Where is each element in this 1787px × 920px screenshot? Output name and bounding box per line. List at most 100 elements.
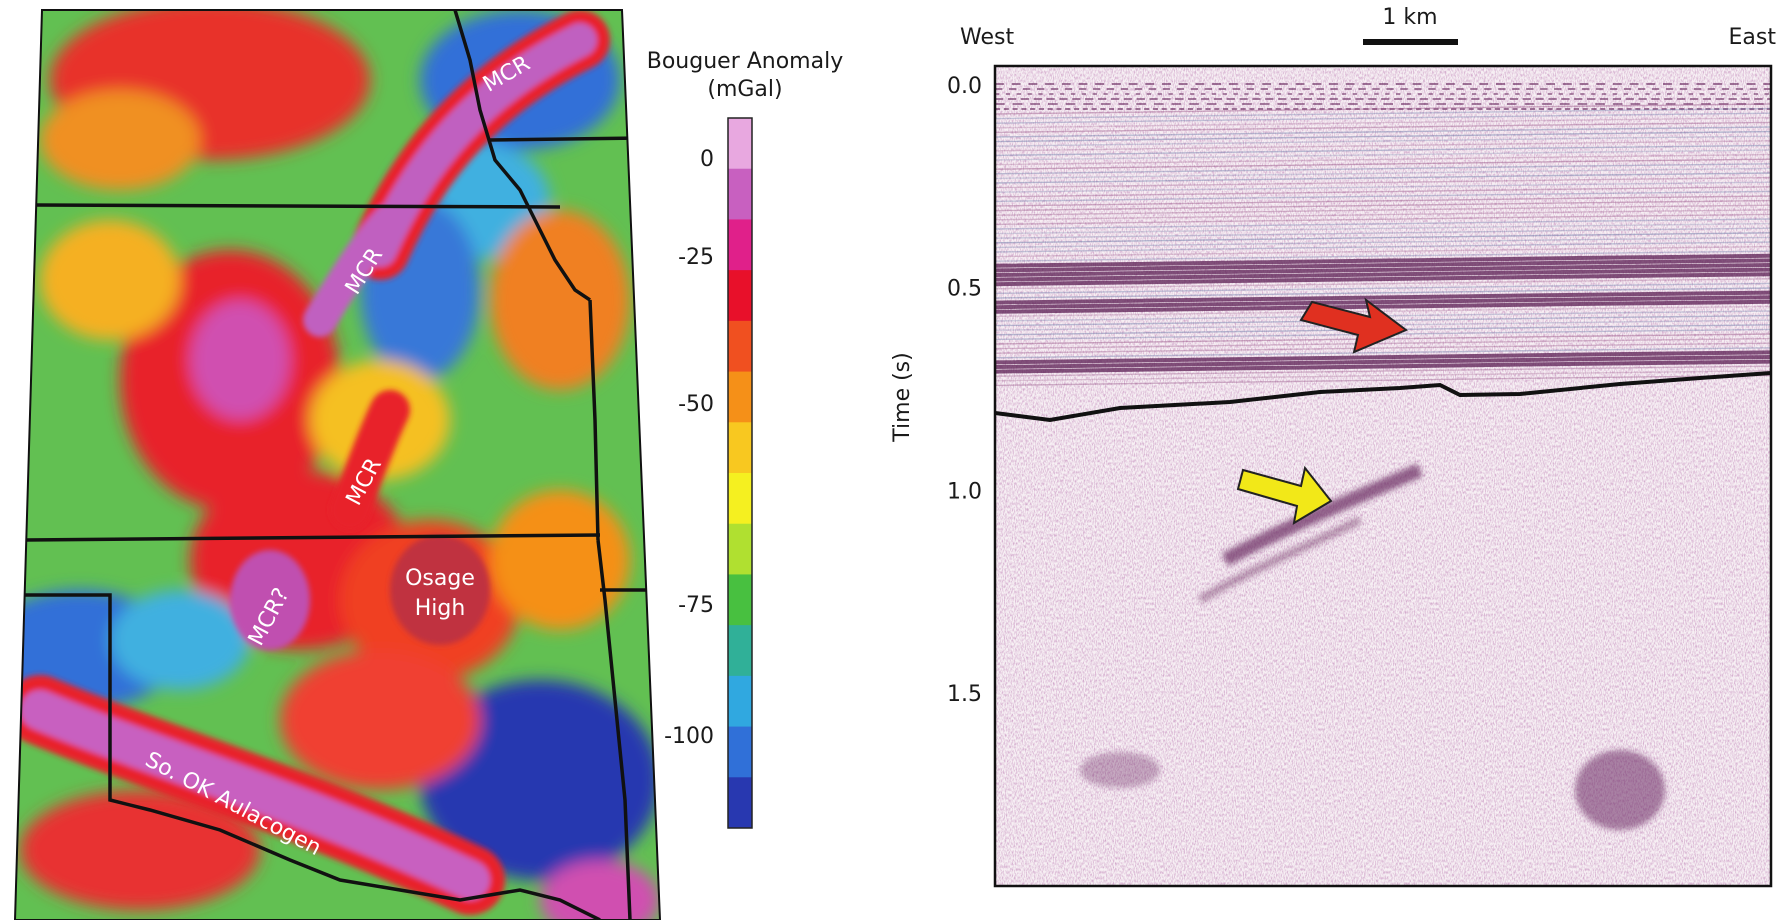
reflector-line	[995, 227, 1771, 239]
yaxis-tick-label: 0.5	[947, 277, 982, 302]
label-osage-line1: Osage	[405, 566, 475, 591]
colorbar-swatch	[728, 270, 752, 322]
reflector-line	[995, 287, 1771, 299]
map-frame	[13, 9, 662, 920]
reflector-line	[995, 272, 1771, 287]
yaxis-tick-label: 0.0	[947, 74, 982, 99]
reflector-line	[995, 149, 1771, 161]
dipping-reflection-zone	[1080, 463, 1665, 830]
reflector-line	[995, 305, 1771, 318]
label-osage-line2: High	[415, 596, 466, 621]
reflector-line	[995, 199, 1771, 212]
colorbar-tick-label: -75	[678, 593, 714, 618]
reflector-line	[995, 181, 1771, 193]
yaxis-label: Time (s)	[890, 352, 915, 442]
colorbar-swatch	[728, 320, 752, 373]
reflector-line	[995, 355, 1771, 369]
yellow-arrow	[1236, 465, 1333, 525]
reflector-line	[995, 241, 1771, 253]
colorbar-swatch	[728, 675, 752, 728]
reflector-line	[995, 209, 1771, 221]
reflector-line	[995, 278, 1771, 290]
colorbar-tick-label: -100	[664, 724, 714, 749]
reflector-line	[995, 163, 1771, 175]
reflector-line	[995, 258, 1771, 273]
reflector-line	[995, 245, 1771, 258]
reflector-line	[995, 218, 1771, 230]
colorbar-swatch	[728, 473, 752, 525]
colorbar: Bouguer Anomaly (mGal) 0 -25 -50 -75 -100	[647, 49, 843, 829]
colorbar-tick-label: -50	[678, 392, 714, 417]
colorbar-swatch	[728, 219, 752, 271]
seismic-section: West East 1 km Time (s) 0.0 0.5 1.0 1.5	[890, 5, 1777, 888]
seismic-reflectors	[995, 83, 1771, 387]
reflector-line	[995, 263, 1771, 277]
reflector-line	[995, 282, 1771, 295]
reflector-line	[995, 253, 1771, 268]
reflector-line	[995, 232, 1771, 244]
colorbar-title-line1: Bouguer Anomaly	[647, 49, 843, 74]
colorbar-title-line2: (mGal)	[707, 77, 782, 102]
reflector-line	[995, 299, 1771, 314]
reflector-line	[995, 140, 1771, 152]
state-boundaries	[20, 10, 660, 920]
east-label: East	[1729, 25, 1777, 50]
colorbar-swatch	[728, 625, 752, 677]
bouguer-gravity-map: MCR MCR MCR MCR? Osage High So. OK Aulac…	[15, 10, 660, 920]
west-label: West	[960, 25, 1014, 50]
unconformity-horizon	[994, 371, 1772, 423]
colorbar-swatch	[728, 726, 752, 778]
reflector-line	[995, 103, 1771, 115]
colorbar-swatch	[728, 777, 752, 829]
reflector-line	[995, 213, 1771, 226]
red-arrow	[1299, 297, 1408, 354]
reflector-line	[995, 222, 1771, 235]
reflector-line	[995, 107, 1771, 120]
reflector-line	[995, 370, 1771, 382]
reflector-line	[995, 347, 1771, 359]
reflector-line	[995, 374, 1771, 387]
reflector-line	[995, 153, 1771, 166]
reflector-line	[995, 195, 1771, 207]
map-anomaly-blobs	[15, 10, 660, 920]
yaxis-tick-label: 1.5	[947, 682, 982, 707]
reflector-line	[995, 130, 1771, 143]
reflector-line	[995, 144, 1771, 157]
reflector-line	[995, 236, 1771, 249]
reflector-line	[995, 176, 1771, 189]
reflector-line	[995, 290, 1771, 305]
reflector-line	[995, 158, 1771, 170]
scale-label: 1 km	[1382, 5, 1437, 30]
reflector-line	[995, 250, 1771, 262]
reflector-line	[995, 135, 1771, 147]
reflector-line	[995, 204, 1771, 216]
colorbar-swatch	[728, 574, 752, 626]
reflector-line	[995, 350, 1771, 365]
colorbar-swatch	[728, 422, 752, 474]
yaxis-tick-label: 1.0	[947, 479, 982, 504]
colorbar-swatch	[728, 523, 752, 575]
colorbar-tick-label: -25	[678, 245, 714, 270]
reflector-line	[995, 117, 1771, 129]
colorbar-tick-label: 0	[700, 147, 714, 172]
colorbar-frame	[727, 117, 753, 829]
reflector-line	[995, 186, 1771, 198]
reflector-line	[995, 267, 1771, 282]
colorbar-swatch	[728, 371, 752, 423]
reflector-line	[995, 295, 1771, 310]
reflector-line	[995, 112, 1771, 124]
reflector-line	[995, 172, 1771, 184]
colorbar-swatches	[728, 118, 752, 829]
seismic-frame	[993, 64, 1773, 888]
reflector-line	[995, 365, 1771, 377]
seismic-image	[995, 66, 1771, 886]
reflector-line	[995, 126, 1771, 138]
reflector-line	[995, 121, 1771, 134]
reflector-line	[995, 167, 1771, 180]
colorbar-swatch	[728, 168, 752, 220]
map-ridges	[15, 10, 610, 915]
colorbar-ticks: 0 -25 -50 -75 -100	[664, 147, 714, 749]
reflector-line	[995, 190, 1771, 203]
reflector-line	[995, 359, 1771, 374]
